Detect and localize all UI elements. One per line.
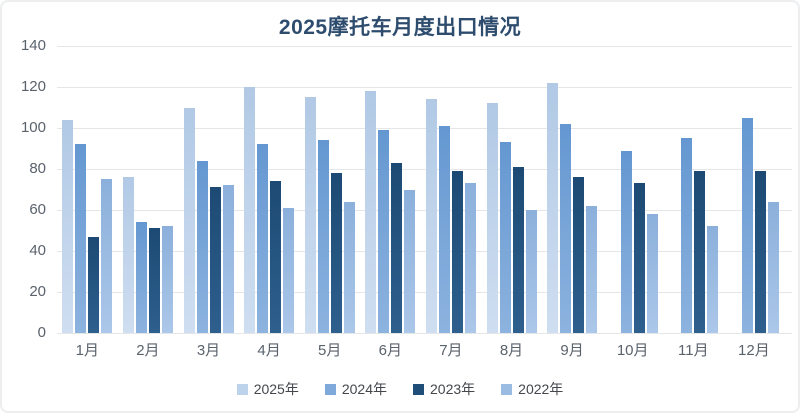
y-axis-tick-label: 0 — [37, 324, 46, 341]
bar-2023年-2月 — [148, 228, 160, 333]
x-axis-tick-label: 9月 — [560, 342, 584, 359]
bar-2022年-2月 — [161, 226, 173, 333]
bar-2025年-5月 — [304, 97, 316, 333]
gridline — [57, 128, 792, 129]
bar-2023年-9月 — [573, 177, 585, 333]
y-axis-tick-label: 20 — [29, 283, 46, 300]
x-axis-tick-label: 10月 — [616, 342, 649, 359]
legend-label: 2025年 — [253, 381, 299, 397]
bar-2024年-7月 — [438, 125, 450, 333]
bar-2024年-3月 — [196, 160, 208, 333]
x-axis-tick-label: 11月 — [678, 342, 709, 359]
legend-swatch-icon — [413, 383, 424, 395]
legend: 2025年 2024年 2023年 2022年 — [2, 379, 798, 399]
bar-2023年-10月 — [633, 183, 645, 333]
bar-2025年-2月 — [122, 177, 134, 333]
bar-2024年-6月 — [378, 130, 390, 333]
gridline — [57, 87, 792, 88]
bar-2023年-8月 — [512, 166, 524, 333]
bar-2024年-12月 — [741, 117, 753, 333]
bar-2022年-8月 — [525, 210, 537, 333]
legend-swatch-icon — [501, 383, 513, 395]
bar-2024年-9月 — [560, 123, 572, 333]
bar-2022年-12月 — [767, 201, 779, 333]
bar-2023年-4月 — [270, 181, 282, 333]
bar-2024年-11月 — [681, 138, 693, 333]
bar-2023年-7月 — [451, 171, 463, 333]
legend-swatch-icon — [324, 383, 336, 395]
x-axis-tick-label: 5月 — [318, 342, 342, 359]
bar-2022年-10月 — [646, 214, 658, 333]
legend-swatch-icon — [236, 383, 248, 395]
x-axis-tick-label: 2月 — [136, 342, 160, 359]
gridline — [57, 333, 792, 334]
bar-2024年-5月 — [317, 140, 329, 333]
bar-2023年-5月 — [330, 173, 342, 333]
y-axis-tick-label: 120 — [20, 78, 46, 95]
legend-label: 2023年 — [430, 381, 476, 397]
bar-2022年-9月 — [586, 205, 598, 333]
bar-2022年-6月 — [404, 189, 416, 333]
bar-2025年-8月 — [486, 103, 498, 333]
bar-2023年-1月 — [88, 236, 100, 333]
bar-2022年-1月 — [101, 179, 113, 333]
x-axis-tick-label: 6月 — [378, 342, 402, 359]
bar-2025年-3月 — [183, 107, 195, 333]
bar-2024年-4月 — [257, 144, 269, 333]
x-axis-tick-label: 1月 — [75, 342, 99, 359]
legend-item-2025年: 2025年 — [236, 379, 299, 399]
bar-2022年-11月 — [707, 226, 719, 333]
gridline — [57, 251, 792, 252]
bar-2023年-3月 — [209, 187, 221, 333]
x-axis-tick-label: 8月 — [499, 342, 524, 359]
legend-item-2024年: 2024年 — [324, 379, 387, 399]
legend-label: 2024年 — [341, 381, 387, 397]
bar-2024年-1月 — [75, 144, 87, 333]
y-axis-tick-label: 140 — [20, 37, 46, 54]
bar-2022年-3月 — [222, 185, 234, 333]
x-axis-tick-label: 4月 — [257, 342, 281, 359]
gridline — [57, 292, 792, 293]
y-axis-tick-label: 60 — [29, 201, 46, 218]
bar-2025年-4月 — [244, 87, 256, 333]
bar-2025年-9月 — [547, 82, 559, 333]
x-axis-tick-label: 7月 — [439, 342, 463, 359]
bar-2022年-5月 — [343, 201, 355, 333]
legend-item-2023年: 2023年 — [413, 379, 475, 399]
bar-2025年-7月 — [425, 99, 437, 333]
y-axis-tick-label: 40 — [29, 242, 46, 259]
x-axis-tick-label: 12月 — [738, 342, 770, 359]
bar-2023年-12月 — [754, 171, 766, 333]
bar-2022年-4月 — [283, 207, 295, 333]
legend-item-2022年: 2022年 — [501, 379, 563, 399]
bar-2025年-6月 — [365, 91, 377, 333]
y-axis-tick-label: 100 — [20, 119, 46, 136]
x-axis-tick-label: 3月 — [196, 342, 221, 359]
chart-title: 2025摩托车月度出口情况 — [278, 16, 522, 39]
bar-2023年-6月 — [391, 162, 403, 333]
bar-2024年-2月 — [135, 222, 147, 333]
bar-2024年-10月 — [620, 150, 632, 333]
bar-2023年-11月 — [694, 171, 706, 333]
legend-label: 2022年 — [518, 381, 564, 397]
y-axis-tick-label: 80 — [29, 160, 46, 177]
gridline — [57, 169, 792, 170]
bar-2025年-1月 — [62, 119, 74, 333]
bar-2024年-8月 — [499, 142, 511, 333]
gridline — [57, 210, 792, 211]
bar-2022年-7月 — [464, 183, 476, 333]
gridline — [57, 46, 792, 47]
